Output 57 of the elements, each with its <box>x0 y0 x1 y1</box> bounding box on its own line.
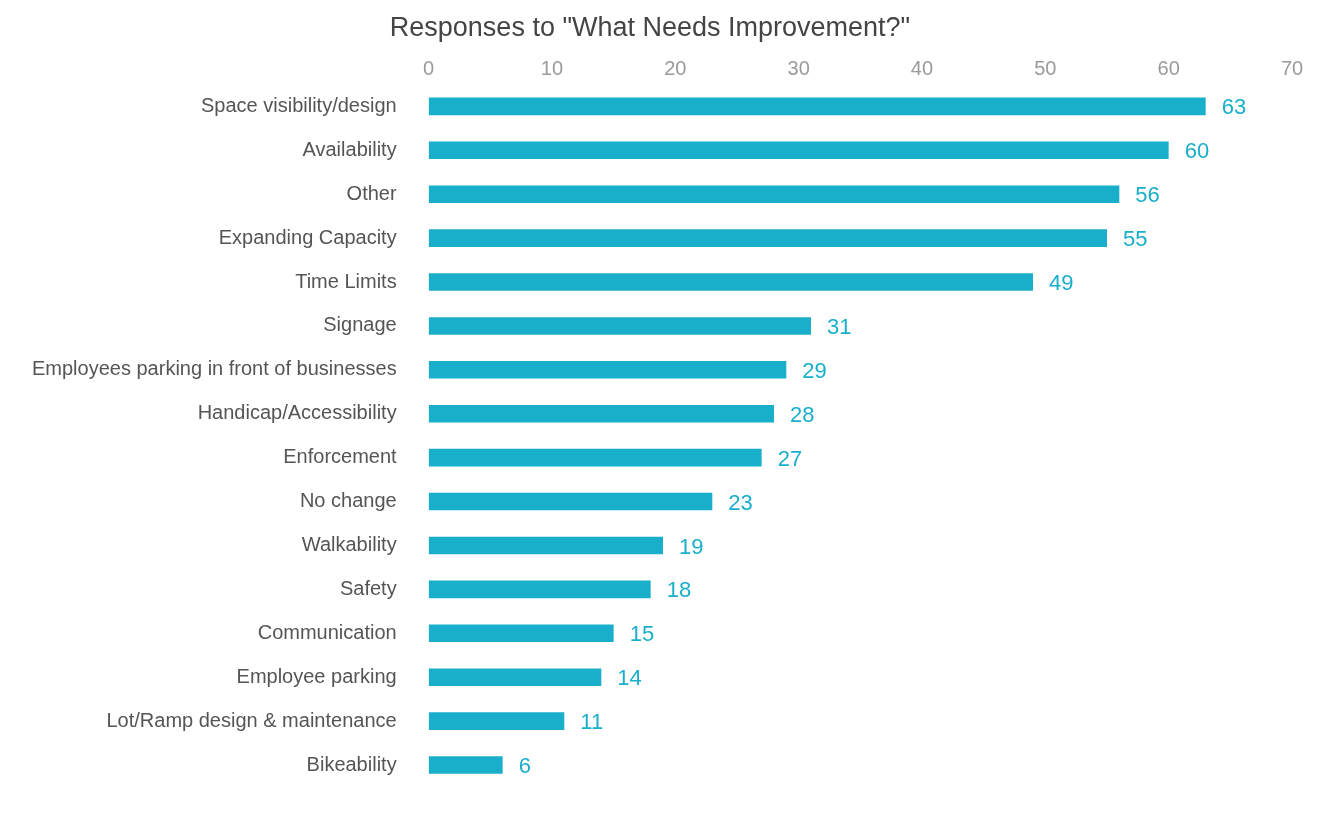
y-tick-label: Signage <box>323 313 397 336</box>
data-label: 60 <box>1184 138 1210 164</box>
y-tick-label: No change <box>299 489 397 512</box>
data-label: 19 <box>678 533 704 559</box>
bar <box>428 317 811 335</box>
data-label: 27 <box>777 445 803 471</box>
y-tick-label: Walkability <box>301 533 397 555</box>
chart-title: Responses to "What Needs Improvement?" <box>389 11 911 42</box>
x-tick-label: 40 <box>910 56 934 79</box>
bar <box>428 668 602 686</box>
x-tick-label: 20 <box>664 56 687 79</box>
x-tick-label: 0 <box>423 56 435 79</box>
bar <box>428 712 565 730</box>
y-tick-label: Lot/Ramp design & maintenance <box>106 708 397 731</box>
data-label: 29 <box>802 357 827 383</box>
bar <box>428 97 1206 116</box>
data-label: 14 <box>617 665 642 691</box>
y-tick-label: Availability <box>302 137 397 160</box>
bar <box>428 536 663 555</box>
bar <box>428 229 1107 247</box>
y-tick-label: Other <box>346 181 397 204</box>
y-tick-label: Space visibility/design <box>200 93 397 116</box>
data-label: 31 <box>826 313 852 339</box>
x-tick-label: 30 <box>787 56 810 79</box>
bar <box>428 404 774 423</box>
bar <box>428 141 1169 160</box>
y-tick-label: Time Limits <box>295 269 397 292</box>
y-tick-label: Employees parking in front of businesses <box>32 357 397 380</box>
bar <box>428 624 614 643</box>
data-label: 15 <box>629 621 655 647</box>
data-label: 55 <box>1122 226 1148 252</box>
y-tick-label: Handicap/Accessibility <box>197 401 397 424</box>
data-label: 18 <box>666 577 692 603</box>
x-tick-label: 50 <box>1034 56 1057 79</box>
y-tick-label: Bikeability <box>306 752 397 775</box>
data-label: 49 <box>1048 270 1074 296</box>
y-tick-label: Employee parking <box>236 664 397 687</box>
data-label: 56 <box>1135 182 1160 208</box>
data-label: 11 <box>580 709 604 735</box>
data-label: 63 <box>1221 94 1247 120</box>
bar <box>428 756 503 774</box>
data-label: 23 <box>728 489 753 515</box>
y-tick-label: Communication <box>257 620 397 643</box>
bar <box>428 185 1120 203</box>
data-label: 28 <box>789 401 815 427</box>
data-label: 6 <box>518 753 531 779</box>
x-tick-label: 70 <box>1280 56 1304 79</box>
bar <box>428 492 713 511</box>
x-tick-label: 10 <box>540 56 564 79</box>
bar <box>428 361 787 379</box>
y-tick-label: Enforcement <box>283 445 398 468</box>
bar <box>428 580 651 599</box>
y-tick-label: Safety <box>339 576 397 599</box>
x-tick-label: 60 <box>1157 56 1180 79</box>
y-tick-label: Expanding Capacity <box>218 225 397 248</box>
bar <box>428 448 762 467</box>
bar <box>428 273 1033 291</box>
